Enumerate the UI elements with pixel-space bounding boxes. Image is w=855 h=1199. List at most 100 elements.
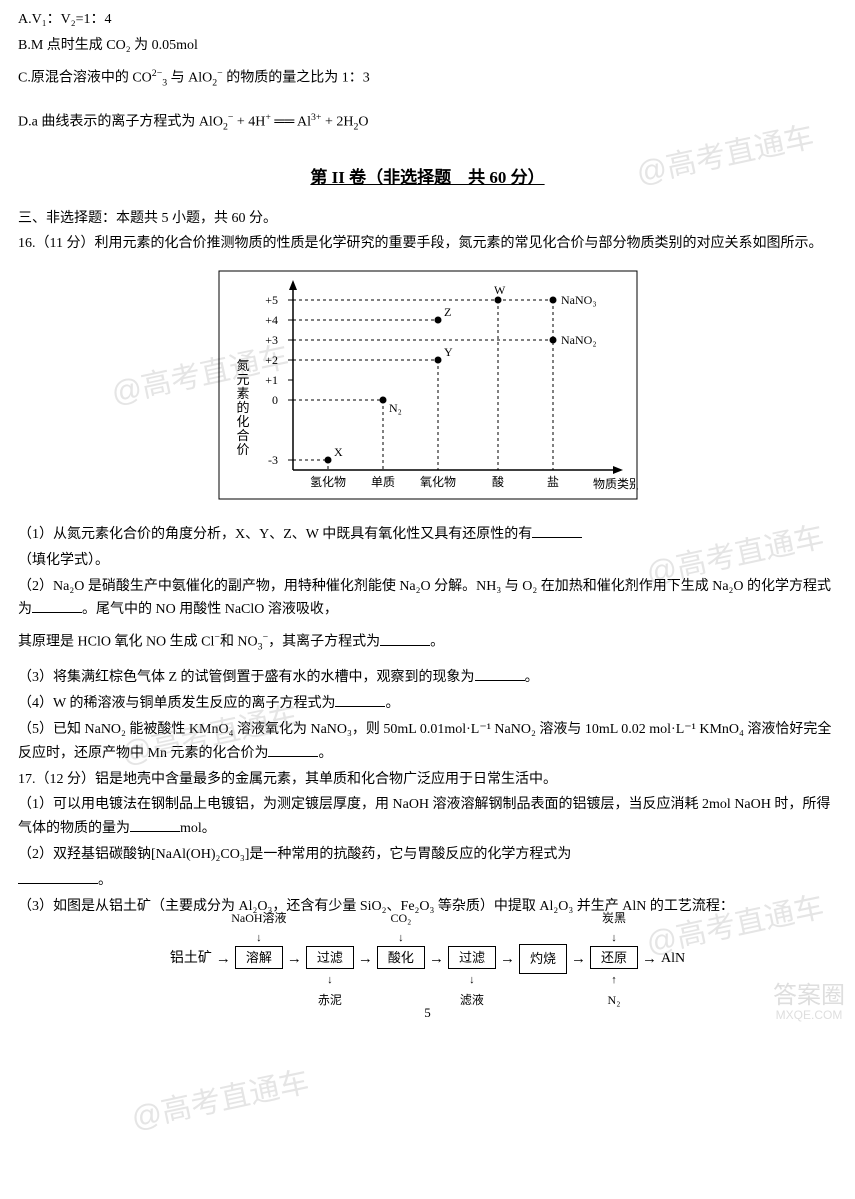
flow-annot: ↓ 赤泥	[318, 971, 342, 1010]
svg-text:氧化物: 氧化物	[419, 475, 455, 489]
text: （4）W 的稀溶液与铜单质发生反应的离子方程式为	[18, 696, 335, 711]
down-arrow-icon: ↓	[318, 971, 342, 990]
svg-text:0: 0	[272, 393, 278, 407]
q16-3: （3）将集满红棕色气体 Z 的试管倒置于盛有水的水槽中，观察到的现象为 。	[18, 666, 837, 690]
superscript: 2−	[152, 68, 162, 79]
text: MXQE.COM	[773, 1009, 845, 1022]
text: ══ Al	[271, 114, 311, 129]
svg-text:W: W	[494, 283, 506, 297]
down-arrow-icon: ↓	[390, 929, 411, 948]
q17-intro: 17.（12 分）铝是地壳中含量最多的金属元素，其单质和化合物广泛应用于日常生活…	[18, 768, 837, 792]
q17-1: （1）可以用电镀法在钢制品上电镀铝，为测定镀层厚度，用 NaOH 溶液溶解钢制品…	[18, 793, 837, 841]
svg-text:-3: -3	[268, 453, 278, 467]
text: 赤泥	[318, 993, 342, 1007]
q16-2c: 其原理是 HClO 氧化 NO 生成 Cl−和 NO3−，其离子方程式为。	[18, 630, 837, 656]
svg-text:酸: 酸	[491, 474, 503, 489]
text: ，其离子方程式为	[268, 635, 380, 650]
text: + 2H	[321, 114, 353, 129]
text: N₂	[608, 993, 621, 1007]
flow-step: 还原	[590, 946, 638, 969]
blank	[335, 693, 385, 707]
text: （1）从氮元素化合价的角度分析，X、Y、Z、W 中既具有氧化性又具有还原性的有	[18, 527, 532, 542]
flow-annot: ↓ 滤液	[460, 971, 484, 1010]
nitrogen-valence-chart: +5+4+3+2+10-3 氮元素的化合价 氢化物单质氧化物酸盐 物质类别 XN…	[18, 270, 837, 509]
text: 。	[98, 873, 112, 888]
svg-text:氢化物: 氢化物	[309, 474, 345, 489]
text: 炭黑	[602, 911, 626, 925]
text: + 4H	[233, 114, 265, 129]
svg-text:物质类别: 物质类别	[593, 477, 638, 491]
svg-text:+5: +5	[265, 293, 278, 307]
text: 。	[385, 696, 399, 711]
down-arrow-icon: ↓	[231, 929, 286, 948]
arrow-icon: →	[354, 947, 377, 973]
page-number: 5	[18, 1002, 837, 1024]
blank	[475, 667, 525, 681]
text: 。	[525, 670, 539, 685]
flow-step: 溶解	[235, 946, 283, 969]
text: CO₂	[390, 911, 411, 925]
text: 与 AlO	[167, 70, 212, 85]
up-arrow-icon: ↑	[608, 971, 621, 990]
section-header: 三、非选择题：本题共 5 小题，共 60 分。	[18, 207, 837, 231]
text: NaOH溶液	[231, 911, 286, 925]
svg-text:氮元素的化合价: 氮元素的化合价	[236, 358, 249, 457]
q16-5: （5）已知 NaNO₂ 能被酸性 KMnO₄ 溶液氧化为 NaNO₃，则 50m…	[18, 718, 837, 766]
text: mol。	[180, 821, 216, 836]
flow-step: 过滤	[448, 946, 496, 969]
aln-flowchart: 铝土矿 → NaOH溶液 ↓ 溶解 → 过滤 ↓ 赤泥 → CO₂ ↓ 酸化 →	[18, 944, 837, 974]
down-arrow-icon: ↓	[602, 929, 626, 948]
svg-text:Y: Y	[444, 345, 453, 359]
text: 。	[430, 635, 444, 650]
text: O	[358, 114, 368, 129]
text: （3）将集满红棕色气体 Z 的试管倒置于盛有水的水槽中，观察到的现象为	[18, 670, 475, 685]
option-b: B.M 点时生成 CO₂ 为 0.05mol	[18, 34, 837, 58]
flow-annot: 炭黑 ↓	[602, 908, 626, 947]
svg-text:+1: +1	[265, 373, 278, 387]
svg-text:盐: 盐	[546, 475, 558, 489]
superscript: 3+	[311, 112, 321, 123]
text: 答案圈	[773, 982, 845, 1009]
svg-text:Z: Z	[444, 305, 451, 319]
text: 其原理是 HClO 氧化 NO 生成 Cl	[18, 635, 214, 650]
text: C.原混合溶液中的 CO	[18, 70, 152, 85]
svg-text:+3: +3	[265, 333, 278, 347]
flow-start: 铝土矿	[170, 947, 212, 971]
svg-text:+4: +4	[265, 313, 278, 327]
arrow-icon: →	[212, 947, 235, 973]
footer-watermark: 答案圈 MXQE.COM	[773, 983, 845, 1023]
subscript: 3	[258, 642, 263, 653]
arrow-icon: →	[425, 947, 448, 973]
q17-2: （2）双羟基铝碳酸钠[NaAl(OH)₂CO₃]是一种常用的抗酸药，它与胃酸反应…	[18, 843, 837, 867]
flow-annot: CO₂ ↓	[390, 908, 411, 947]
watermark: @高考直通车	[127, 1057, 314, 1144]
text: （2）双羟基铝碳酸钠[NaAl(OH)₂CO₃]是一种常用的抗酸药，它与胃酸反应…	[18, 847, 571, 862]
q16-1: （1）从氮元素化合价的角度分析，X、Y、Z、W 中既具有氧化性又具有还原性的有	[18, 523, 837, 547]
q17-3: （3）如图是从铝土矿（主要成分为 Al₂O₃，还含有少量 SiO₂、Fe₂O₃ …	[18, 895, 837, 919]
blank	[18, 870, 98, 884]
section-title: 第 II 卷（非选择题 共 60 分）	[18, 164, 837, 193]
svg-text:+2: +2	[265, 353, 278, 367]
q16-2a: （2）Na₂O 是硝酸生产中氨催化的副产物，用特种催化剂能使 Na₂O 分解。N…	[18, 575, 837, 623]
option-d: D.a 曲线表示的离子方程式为 AlO2− + 4H+ ══ Al3+ + 2H…	[18, 110, 837, 136]
blank	[32, 599, 82, 613]
flow-step: 酸化	[377, 946, 425, 969]
arrow-icon: →	[638, 947, 661, 973]
text: D.a 曲线表示的离子方程式为 AlO	[18, 114, 223, 129]
text: 。	[318, 746, 332, 761]
blank	[532, 524, 582, 538]
text: 。尾气中的 NO 用酸性 NaClO 溶液吸收，	[82, 602, 338, 617]
option-c: C.原混合溶液中的 CO2−3 与 AlO2− 的物质的量之比为 1：3	[18, 66, 837, 92]
flow-step: 过滤	[306, 946, 354, 969]
q16-4: （4）W 的稀溶液与铜单质发生反应的离子方程式为 。	[18, 692, 837, 716]
text: 和 NO	[220, 635, 258, 650]
arrow-icon: →	[496, 947, 519, 973]
flow-annot: ↑ N₂	[608, 971, 621, 1010]
blank	[268, 743, 318, 757]
option-a: A.V₁：V₂=1：4	[18, 8, 837, 32]
text: 的物质的量之比为 1：3	[223, 70, 370, 85]
svg-text:N₂: N₂	[389, 401, 402, 415]
flow-end: AlN	[661, 947, 685, 971]
down-arrow-icon: ↓	[460, 971, 484, 990]
arrow-icon: →	[283, 947, 306, 973]
